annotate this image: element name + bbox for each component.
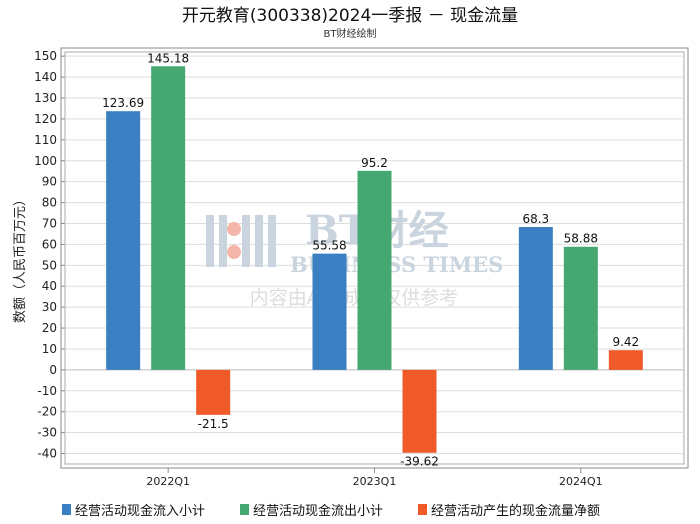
y-tick-label: 20	[42, 321, 57, 335]
bar-marks	[106, 66, 643, 453]
data-label: 58.88	[564, 232, 598, 246]
bar-2023q1-series-1	[312, 253, 347, 370]
watermark-logo-icon	[206, 215, 276, 267]
y-tick-label: 80	[42, 196, 57, 210]
bar-2024q1-series-1	[518, 227, 553, 370]
bar-2022q1-series-1	[106, 111, 141, 370]
y-tick-label: 60	[42, 237, 57, 251]
chart-subtitle: BT财经绘制	[324, 27, 377, 40]
x-axis-ticks: 2022Q1 2023Q1 2024Q1	[146, 468, 603, 488]
data-label: 68.3	[522, 212, 549, 226]
data-label: 145.18	[147, 51, 189, 65]
y-tick-label: 90	[42, 175, 57, 189]
y-tick-label: 0	[49, 363, 57, 377]
legend-swatch	[418, 504, 427, 515]
y-tick-label: 70	[42, 216, 57, 230]
bar-2023q1-series-2	[357, 170, 392, 370]
legend-label: 经营活动现金流出小计	[253, 503, 383, 519]
legend: 经营活动现金流入小计 经营活动现金流出小计 经营活动产生的现金流量净额	[62, 503, 600, 519]
chart-title: 开元教育(300338)2024一季报 － 现金流量	[182, 6, 518, 26]
bar-2022q1-series-2	[151, 66, 186, 370]
y-axis-ticks: 1501401301201101009080706050403020100-10…	[34, 49, 65, 461]
y-tick-label: 40	[42, 279, 57, 293]
legend-swatch	[62, 504, 71, 515]
legend-label: 经营活动产生的现金流量净额	[431, 503, 600, 519]
y-tick-label: -20	[37, 405, 57, 419]
legend-swatch	[240, 504, 249, 515]
bar-2024q1-series-2	[563, 246, 598, 370]
data-label: -39.62	[400, 455, 439, 469]
data-label: 123.69	[102, 96, 144, 110]
x-tick-label: 2022Q1	[146, 475, 190, 488]
y-tick-label: -40	[37, 447, 57, 461]
data-labels: 123.69 145.18 -21.5 55.58 95.2 -39.62 68.3 58.8…	[102, 51, 639, 468]
y-tick-label: 140	[34, 70, 57, 84]
data-label: -21.5	[198, 417, 229, 431]
y-tick-label: -10	[37, 384, 57, 398]
x-tick-label: 2024Q1	[559, 475, 603, 488]
y-tick-label: 100	[34, 154, 57, 168]
bar-2022q1-series-3	[196, 369, 231, 415]
legend-label: 经营活动现金流入小计	[75, 503, 205, 519]
y-tick-label: 110	[34, 133, 57, 147]
y-tick-label: 10	[42, 342, 57, 356]
y-tick-label: 50	[42, 258, 57, 272]
y-tick-label: 30	[42, 300, 57, 314]
data-label: 55.58	[312, 239, 346, 253]
data-label: 9.42	[612, 335, 639, 349]
y-tick-label: -30	[37, 426, 57, 440]
x-tick-label: 2023Q1	[353, 475, 397, 488]
y-tick-label: 120	[34, 112, 57, 126]
y-tick-label: 150	[34, 49, 57, 63]
bar-2023q1-series-3	[402, 369, 437, 453]
data-label: 95.2	[361, 156, 388, 170]
watermark-notice: 内容由AI生成，仅供参考	[250, 287, 459, 309]
y-tick-label: 130	[34, 91, 57, 105]
bar-2024q1-series-3	[608, 350, 643, 370]
y-axis-label: 数额（人民币百万元）	[13, 193, 28, 323]
